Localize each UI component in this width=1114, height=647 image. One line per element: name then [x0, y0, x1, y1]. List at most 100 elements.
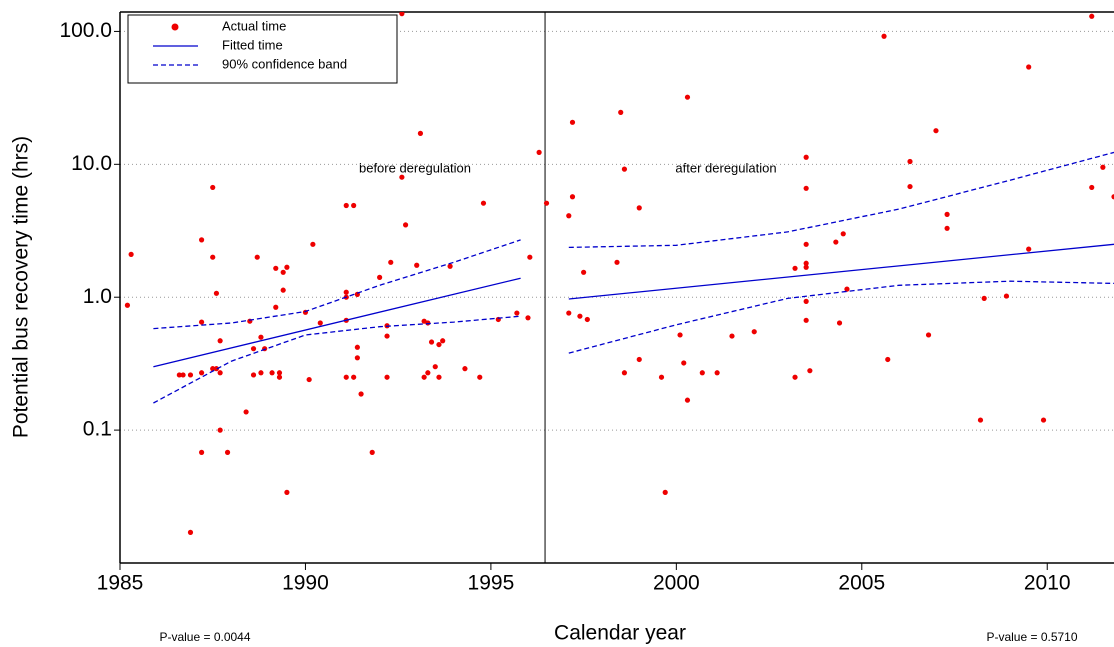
y-tick-label: 0.1: [83, 418, 112, 441]
point: [384, 333, 390, 339]
point: [198, 319, 205, 325]
point: [176, 372, 182, 378]
band-lower: [153, 280, 1114, 404]
point: [803, 260, 809, 266]
point: [1089, 13, 1095, 19]
point: [414, 262, 420, 268]
point: [658, 374, 665, 380]
point: [636, 205, 642, 211]
annotation: after deregulation: [675, 160, 776, 175]
point: [699, 370, 705, 376]
point: [714, 370, 720, 376]
legend-label: Fitted time: [222, 37, 283, 52]
point: [273, 265, 279, 271]
x-tick-label: 1985: [97, 572, 144, 595]
point: [250, 346, 257, 352]
point: [217, 370, 223, 376]
legend: Actual time Fitted time 90% confidence ban…: [127, 14, 398, 84]
point: [198, 370, 205, 376]
point: [803, 264, 809, 270]
point: [269, 370, 275, 376]
point: [566, 310, 572, 316]
point: [1040, 417, 1047, 423]
point: [258, 334, 264, 340]
p-value: P-value = 0.5710: [986, 630, 1077, 644]
point: [803, 154, 809, 160]
point: [907, 158, 913, 165]
point: [477, 374, 483, 380]
point: [480, 200, 487, 206]
point: [907, 183, 913, 190]
point: [425, 370, 431, 376]
point: [210, 184, 216, 191]
point: [662, 489, 668, 495]
point: [729, 333, 735, 339]
point: [577, 313, 583, 319]
point: [284, 264, 290, 270]
point: [569, 119, 576, 125]
legend-label: Actual time: [222, 18, 286, 33]
y-tick-label: 100.0: [59, 19, 112, 42]
point: [306, 376, 312, 383]
point: [803, 317, 809, 323]
point: [885, 356, 891, 363]
y-tick-label: 10.0: [71, 152, 112, 175]
y-axis-label: Potential bus recovery time (hrs): [10, 136, 33, 438]
point: [343, 289, 349, 295]
point: [1100, 164, 1106, 170]
x-tick-label: 2000: [653, 572, 700, 595]
point: [217, 427, 223, 433]
point: [621, 166, 628, 172]
point: [803, 185, 809, 191]
point: [621, 370, 628, 376]
point: [388, 259, 394, 265]
x-tick-label: 2005: [838, 572, 885, 595]
x-tick-label: 2010: [1024, 572, 1071, 595]
point: [1026, 246, 1032, 252]
point: [343, 202, 349, 209]
point: [243, 409, 249, 415]
point: [432, 364, 438, 370]
point: [543, 200, 550, 206]
fitted-line: [153, 243, 1114, 368]
point: [224, 449, 231, 455]
point: [933, 128, 939, 134]
point: [677, 332, 683, 338]
point: [198, 449, 205, 455]
point: [836, 320, 843, 326]
point: [317, 320, 323, 326]
point: [751, 329, 757, 335]
point: [351, 374, 357, 380]
point: [807, 368, 813, 374]
point: [944, 225, 950, 231]
point: [358, 391, 364, 397]
point: [1089, 184, 1095, 191]
point: [436, 341, 442, 348]
point: [213, 290, 220, 296]
point: [436, 374, 442, 380]
point: [584, 316, 590, 323]
band-upper: [153, 151, 1114, 330]
annotation: before deregulation: [359, 160, 471, 175]
point: [840, 231, 846, 237]
point: [925, 332, 932, 338]
point: [377, 274, 383, 280]
point: [284, 489, 290, 495]
point: [421, 374, 427, 380]
point: [514, 310, 520, 316]
point: [399, 12, 405, 17]
point: [618, 109, 624, 115]
point: [276, 370, 283, 376]
point: [128, 251, 134, 257]
point: [273, 304, 279, 310]
point: [280, 287, 286, 293]
point: [276, 374, 283, 380]
point: [803, 298, 809, 304]
point: [354, 344, 360, 350]
point: [1111, 194, 1114, 200]
point: [440, 338, 446, 344]
plot-area: [124, 12, 1114, 535]
point: [803, 241, 809, 247]
x-axis-label: Calendar year: [554, 622, 686, 645]
